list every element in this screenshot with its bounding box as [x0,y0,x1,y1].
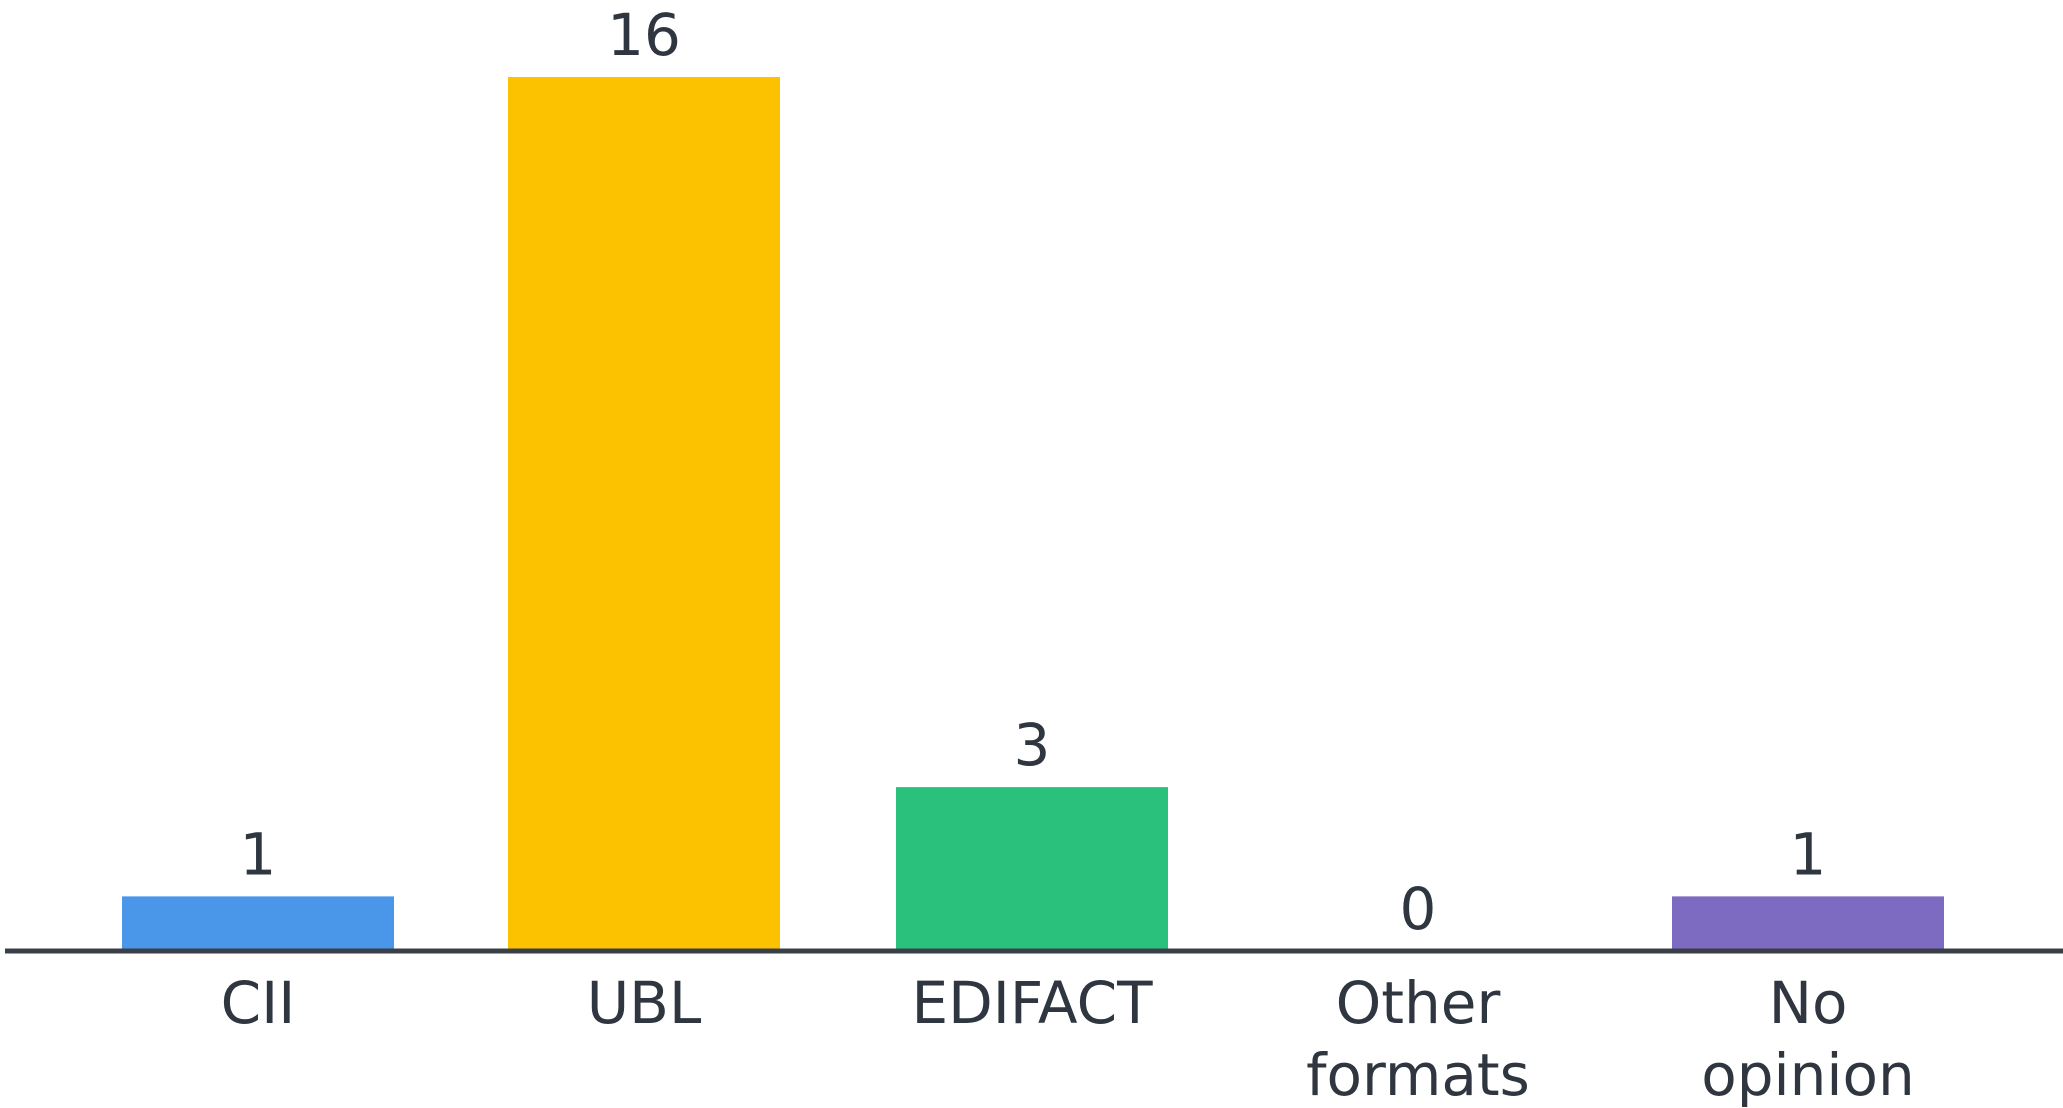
category-label: formats [1306,1041,1530,1108]
category-label: Other [1336,969,1501,1037]
bars-layer [122,77,1944,951]
value-labels-layer: 1 16 3 0 1 [240,1,1827,943]
value-label: 1 [1790,820,1827,888]
bar-no-opinion [1672,896,1944,951]
value-label: 16 [607,1,681,69]
value-label: 0 [1400,875,1437,943]
bar-ubl [508,77,780,951]
category-label: UBL [587,969,702,1037]
category-label: CII [221,969,296,1037]
category-label: No [1769,969,1848,1037]
value-label: 3 [1014,711,1051,779]
bar-cii [122,896,394,951]
value-label: 1 [240,820,277,888]
bar-edifact [896,787,1168,951]
category-label: opinion [1701,1041,1915,1108]
category-label: EDIFACT [911,969,1153,1037]
